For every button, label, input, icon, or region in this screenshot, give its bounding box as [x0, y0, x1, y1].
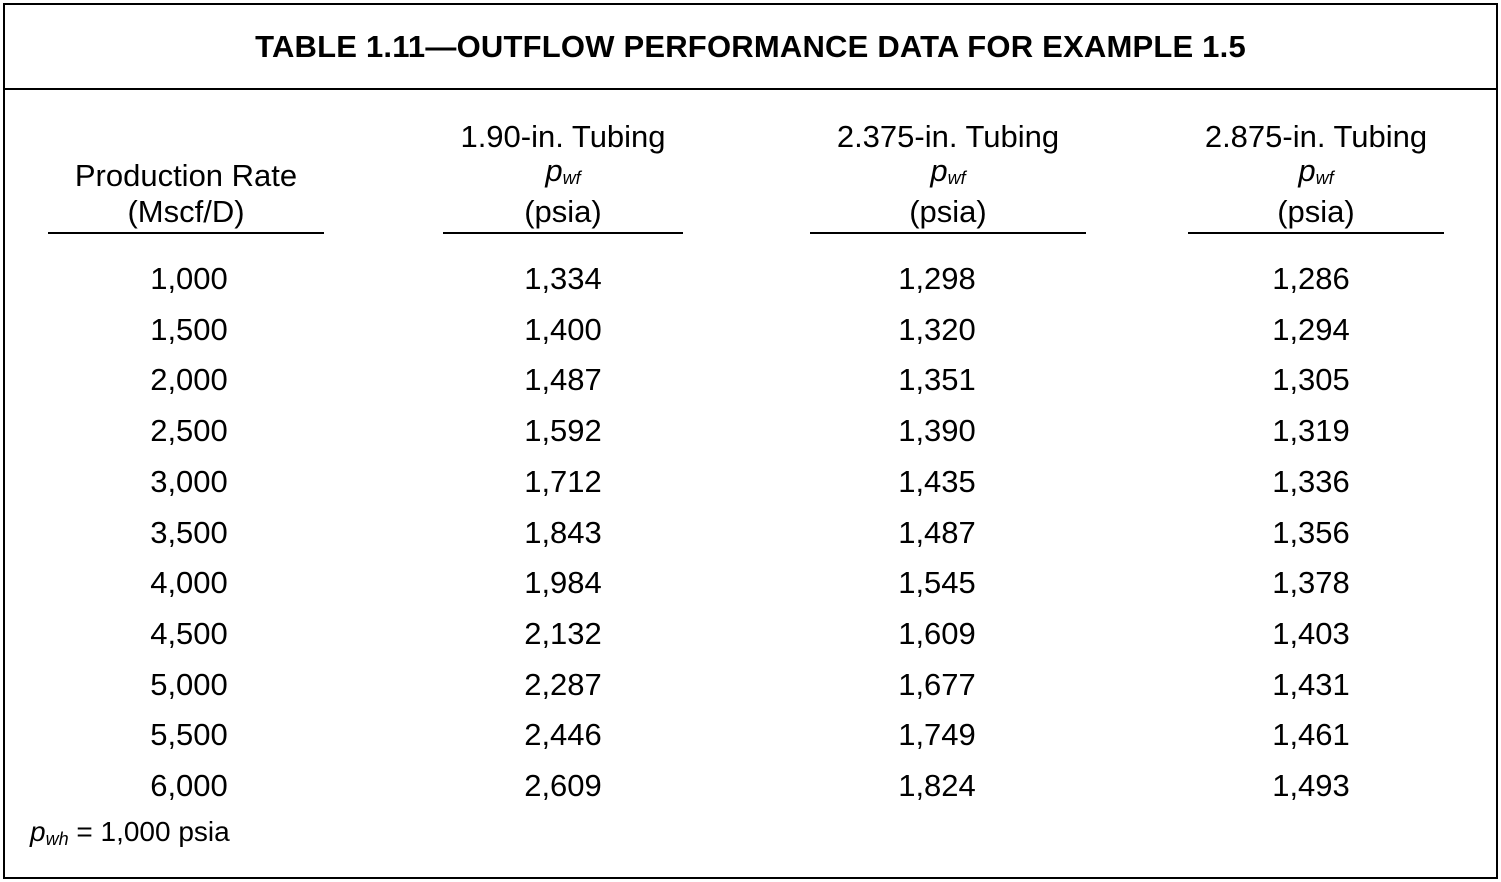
tubing-2-375-pwf-cell: 1,351 — [898, 362, 976, 398]
tubing-1-90-pwf-cell: 2,609 — [524, 768, 602, 803]
header-tubing-1-90-size: 1.90-in. Tubing — [460, 119, 666, 154]
tubing-2-875-pwf-cell: 1,461 — [1272, 717, 1350, 753]
tubing-2-875-pwf-cell: 1,294 — [1272, 311, 1350, 347]
table-title: TABLE 1.11—OUTFLOW PERFORMANCE DATA FOR … — [255, 28, 1246, 64]
header-production-rate-label: Production Rate — [74, 158, 298, 193]
footnote-text: = 1,000 psia — [68, 816, 230, 847]
tubing-1-90-pwf-cell: 1,400 — [524, 311, 602, 347]
header-tubing-2-875-unit: (psia) — [1277, 194, 1355, 229]
header-rule-col1 — [48, 232, 324, 234]
tubing-2-375-pwf-cell: 1,390 — [898, 413, 976, 449]
production-rate-cell: 4,000 — [150, 565, 228, 601]
tubing-1-90-pwf-cell: 1,984 — [524, 565, 602, 601]
production-rate-cell: 5,000 — [150, 666, 228, 702]
tubing-2-875-pwf-cell: 1,336 — [1272, 463, 1350, 499]
header-rule-col4 — [1188, 232, 1444, 234]
production-rate-cell: 2,500 — [150, 413, 228, 449]
tubing-2-875-pwf-cell: 1,305 — [1272, 362, 1350, 398]
production-rate-cell: 4,500 — [150, 615, 228, 651]
tubing-2-375-pwf-cell: 1,487 — [898, 514, 976, 550]
header-tubing-2-375-unit: (psia) — [909, 194, 987, 229]
tubing-1-90-pwf-cell: 1,487 — [524, 362, 602, 398]
tubing-1-90-pwf-cell: 1,843 — [524, 514, 602, 550]
tubing-2-375-pwf-cell: 1,320 — [898, 311, 976, 347]
header-tubing-2-875: 2.875-in. Tubing pwf (psia) — [1188, 118, 1444, 230]
footnote-symbol: pwh — [30, 816, 69, 849]
tubing-2-375-pwf-cell: 1,749 — [898, 717, 976, 753]
header-production-rate: Production Rate (Mscf/D) — [48, 118, 324, 230]
header-tubing-1-90-unit: (psia) — [524, 194, 602, 229]
tubing-2-875-pwf-cell: 1,493 — [1272, 768, 1350, 803]
tubing-2-875-pwf-cell: 1,356 — [1272, 514, 1350, 550]
tubing-2-375-pwf-cell: 1,298 — [898, 261, 976, 296]
header-tubing-2-375: 2.375-in. Tubing pwf (psia) — [810, 118, 1086, 230]
tubing-2-375-pwf-cell: 1,545 — [898, 565, 976, 601]
tubing-1-90-pwf-cell: 1,712 — [524, 463, 602, 499]
production-rate-cell: 1,000 — [150, 261, 228, 296]
header-tubing-2-875-symbol: pwf — [1298, 153, 1334, 189]
tubing-2-875-pwf-cell: 1,378 — [1272, 565, 1350, 601]
tubing-2-375-pwf-cell: 1,435 — [898, 463, 976, 499]
header-tubing-1-90-symbol: pwf — [545, 153, 581, 189]
header-production-rate-unit: (Mscf/D) — [127, 194, 245, 229]
production-rate-cell: 6,000 — [150, 768, 228, 803]
footnote: pwh = 1,000 psia — [30, 816, 230, 850]
production-rate-cell: 3,000 — [150, 463, 228, 499]
tubing-2-875-pwf-cell: 1,319 — [1272, 413, 1350, 449]
header-rule-col3 — [810, 232, 1086, 234]
tubing-2-875-pwf-cell: 1,431 — [1272, 666, 1350, 702]
tubing-2-375-pwf-cell: 1,824 — [898, 768, 976, 803]
tubing-2-375-pwf-cell: 1,609 — [898, 615, 976, 651]
header-tubing-2-875-size: 2.875-in. Tubing — [1204, 119, 1428, 154]
tubing-2-875-pwf-cell: 1,286 — [1272, 261, 1350, 296]
tubing-1-90-pwf-cell: 1,334 — [524, 261, 602, 296]
production-rate-cell: 2,000 — [150, 362, 228, 398]
production-rate-cell: 1,500 — [150, 311, 228, 347]
production-rate-cell: 5,500 — [150, 717, 228, 753]
tubing-1-90-pwf-cell: 2,132 — [524, 615, 602, 651]
header-tubing-2-375-size: 2.375-in. Tubing — [836, 119, 1060, 154]
production-rate-cell: 3,500 — [150, 514, 228, 550]
tubing-1-90-pwf-cell: 1,592 — [524, 413, 602, 449]
tubing-2-875-pwf-cell: 1,403 — [1272, 615, 1350, 651]
header-tubing-1-90: 1.90-in. Tubing pwf (psia) — [443, 118, 683, 230]
table-frame: TABLE 1.11—OUTFLOW PERFORMANCE DATA FOR … — [3, 3, 1498, 879]
tubing-1-90-pwf-cell: 2,287 — [524, 666, 602, 702]
header-tubing-2-375-symbol: pwf — [930, 153, 966, 189]
table-title-bar: TABLE 1.11—OUTFLOW PERFORMANCE DATA FOR … — [5, 5, 1496, 90]
header-rule-col2 — [443, 232, 683, 234]
tubing-1-90-pwf-cell: 2,446 — [524, 717, 602, 753]
tubing-2-375-pwf-cell: 1,677 — [898, 666, 976, 702]
